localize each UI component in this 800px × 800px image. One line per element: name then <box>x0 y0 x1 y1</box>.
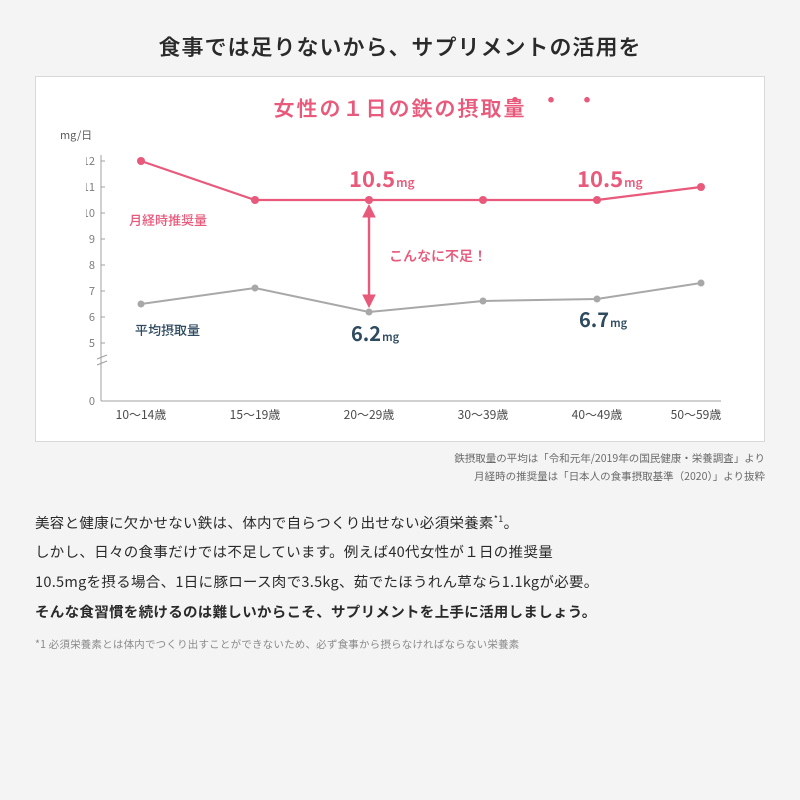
svg-text:40〜49歳: 40〜49歳 <box>572 406 623 423</box>
body-line-4: そんな食習慣を続けるのは難しいからこそ、サプリメントを上手に活用しましょう。 <box>35 601 597 622</box>
callout-rec-2: 10.5mg <box>577 162 643 194</box>
source-notes: 鉄摂取量の平均は「令和元年/2019年の国民健康・栄養調査」より 月経時の推奨量… <box>35 450 765 486</box>
average-markers <box>138 280 705 316</box>
y-ticks: 12 11 10 9 8 7 6 5 0 <box>86 153 107 409</box>
emphasis-dots-icon: ・・・ <box>504 83 612 115</box>
body-line-1b: 。 <box>504 512 519 533</box>
page-title: 食事では足りないから、サプリメントの活用を <box>35 30 765 62</box>
source-line-2: 月経時の推奨量は「日本人の食事摂取基準（2020）」より抜粋 <box>35 468 765 486</box>
chart-panel: 女性の１日の鉄の摂取量 ・・・ mg/日 12 11 10 9 8 7 6 <box>35 76 765 442</box>
svg-text:20〜29歳: 20〜29歳 <box>344 406 395 423</box>
deficit-label: こんなに不足！ <box>389 246 487 266</box>
source-line-1: 鉄摂取量の平均は「令和元年/2019年の国民健康・栄養調査」より <box>35 450 765 468</box>
svg-text:50〜59歳: 50〜59歳 <box>671 406 722 423</box>
svg-text:8: 8 <box>89 257 95 273</box>
callout-avg-1: 6.2mg <box>351 318 400 347</box>
svg-text:9: 9 <box>89 231 95 247</box>
svg-text:10: 10 <box>86 205 95 221</box>
callout-avg-2: 6.7mg <box>579 304 628 333</box>
svg-text:15〜19歳: 15〜19歳 <box>230 406 281 423</box>
y-axis-unit: mg/日 <box>60 127 736 143</box>
svg-text:7: 7 <box>89 283 95 299</box>
svg-text:5: 5 <box>89 335 95 351</box>
body-line-2: しかし、日々の食事だけでは不足しています。例えば40代女性が１日の推奨量 <box>35 541 553 562</box>
svg-text:0: 0 <box>89 393 95 409</box>
deficit-arrow-icon <box>363 205 375 307</box>
chart-title: 女性の１日の鉄の摂取量 ・・・ <box>64 93 736 123</box>
body-sup: *1 <box>494 512 504 525</box>
body-copy: 美容と健康に欠かせない鉄は、体内で自らつくり出せない必須栄養素*1。 しかし、日… <box>35 508 765 627</box>
recommended-series-label: 月経時推奨量 <box>129 210 207 229</box>
average-series-label: 平均摂取量 <box>135 320 200 339</box>
chart-title-text: 女性の１日の鉄の摂取量 <box>274 93 527 123</box>
body-line-1a: 美容と健康に欠かせない鉄は、体内で自らつくり出せない必須栄養素 <box>35 512 494 533</box>
callout-rec-1: 10.5mg <box>349 162 415 194</box>
page-container: 食事では足りないから、サプリメントの活用を 女性の１日の鉄の摂取量 ・・・ mg… <box>0 0 800 677</box>
svg-text:6: 6 <box>89 309 95 325</box>
chart-area: 12 11 10 9 8 7 6 5 0 <box>86 145 736 425</box>
footnote: *1 必須栄養素とは体内でつくり出すことができないため、必ず食事から摂らなければ… <box>35 637 765 652</box>
svg-text:10〜14歳: 10〜14歳 <box>116 406 167 423</box>
x-ticks: 10〜14歳 15〜19歳 20〜29歳 30〜39歳 40〜49歳 50〜59… <box>116 406 722 423</box>
body-line-3: 10.5mgを摂る場合、1日に豚ロース肉で3.5kg、茹でたほうれん草なら1.1… <box>35 571 599 592</box>
svg-text:11: 11 <box>86 179 95 195</box>
line-chart: 12 11 10 9 8 7 6 5 0 <box>86 145 736 425</box>
svg-text:12: 12 <box>86 153 95 169</box>
average-line <box>141 283 701 312</box>
svg-text:30〜39歳: 30〜39歳 <box>458 406 509 423</box>
